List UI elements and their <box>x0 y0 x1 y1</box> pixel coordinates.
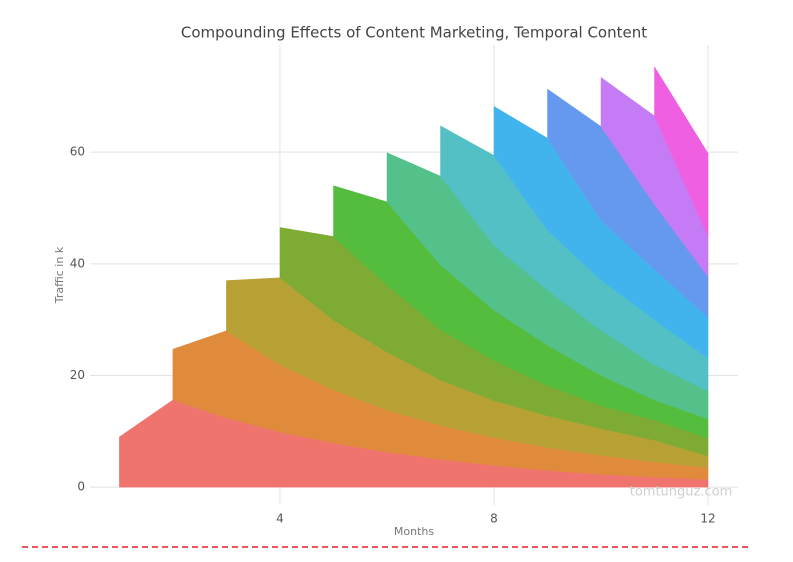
x-tick-label: 8 <box>490 512 498 526</box>
y-tick-label: 0 <box>77 480 85 494</box>
chart-title: Compounding Effects of Content Marketing… <box>181 24 647 42</box>
areas <box>119 65 709 488</box>
labels: 0 20 40 60 4 8 12 <box>70 145 716 526</box>
y-tick-label: 60 <box>70 145 85 159</box>
x-tick-label: 4 <box>276 512 284 526</box>
x-tick-label: 12 <box>700 512 715 526</box>
watermark: tomtunguz.com <box>630 485 733 500</box>
y-axis-label: Traffic in k <box>53 246 66 304</box>
x-axis-label: Months <box>394 525 434 538</box>
y-tick-label: 20 <box>70 368 85 382</box>
area <box>654 65 709 237</box>
y-tick-label: 40 <box>70 256 85 270</box>
